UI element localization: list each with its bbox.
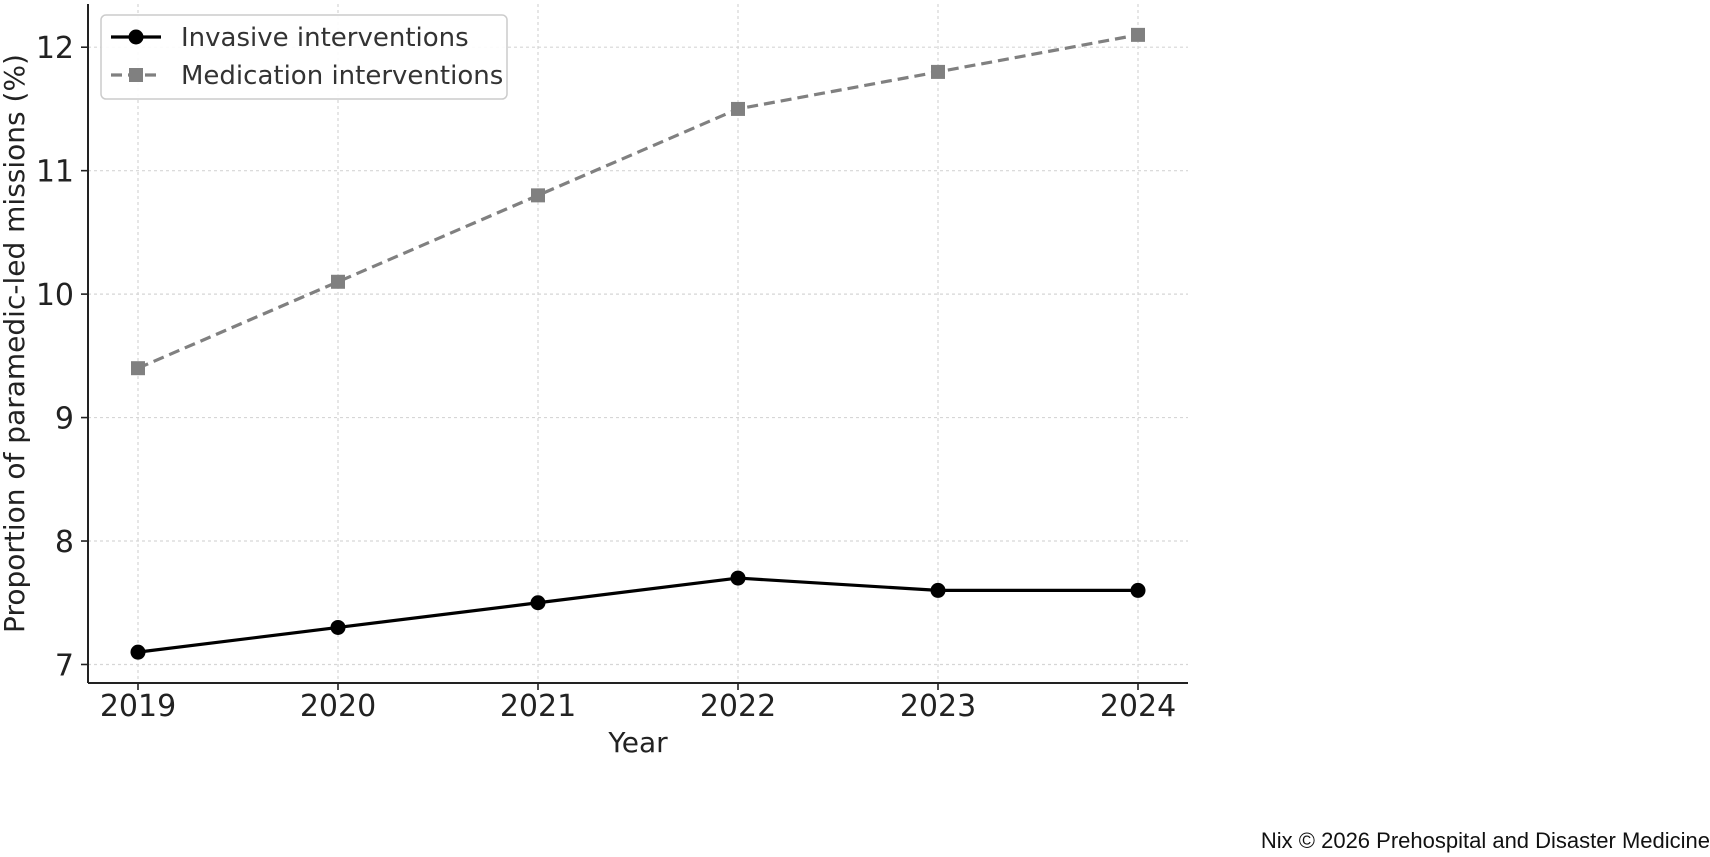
- x-axis-label: Year: [607, 726, 668, 759]
- legend-marker: [129, 68, 143, 82]
- x-tick-label: 2023: [900, 689, 976, 724]
- y-axis-ticks: 7 8 9 10 11 12: [36, 31, 88, 683]
- series-line: [137, 576, 1138, 654]
- x-tick-label: 2019: [100, 689, 176, 724]
- x-tick-label: 2022: [700, 689, 776, 724]
- legend-label: Invasive interventions: [181, 23, 469, 53]
- data-point: [1131, 27, 1145, 42]
- x-tick-label: 2024: [1100, 689, 1176, 724]
- data-point: [531, 188, 545, 203]
- data-point: [130, 644, 146, 660]
- y-tick-label: 7: [55, 648, 74, 683]
- y-tick-label: 8: [55, 525, 74, 560]
- data-point: [1130, 582, 1146, 598]
- y-tick-label: 9: [55, 402, 74, 437]
- x-tick-label: 2020: [300, 689, 376, 724]
- data-point: [331, 274, 345, 289]
- y-tick-label: 10: [36, 278, 74, 313]
- legend: Invasive interventions Medication interve…: [100, 14, 508, 100]
- legend-label: Medication interventions: [181, 61, 503, 91]
- data-point: [731, 101, 745, 116]
- data-point: [930, 582, 946, 598]
- series-2: [131, 27, 1145, 376]
- axes: [87, 4, 1188, 684]
- data-point: [931, 64, 945, 79]
- data-point: [730, 570, 746, 586]
- series-1: [130, 570, 1146, 660]
- legend-box: [100, 14, 508, 100]
- data-point: [131, 361, 145, 376]
- series-line: [137, 33, 1139, 370]
- x-tick-label: 2021: [500, 689, 576, 724]
- series-group: [130, 27, 1146, 660]
- grid: [88, 4, 1188, 683]
- y-tick-label: 11: [36, 155, 74, 190]
- y-axis-label: Proportion of paramedic-led missions (%): [0, 54, 31, 633]
- copyright-credit: Nix © 2026 Prehospital and Disaster Medi…: [1260, 828, 1710, 853]
- data-point: [330, 619, 346, 635]
- legend-marker: [128, 29, 144, 45]
- x-axis-ticks: 2019 2020 2021 2022 2023 2024: [100, 683, 1176, 724]
- y-tick-label: 12: [36, 31, 74, 66]
- data-point: [530, 595, 546, 611]
